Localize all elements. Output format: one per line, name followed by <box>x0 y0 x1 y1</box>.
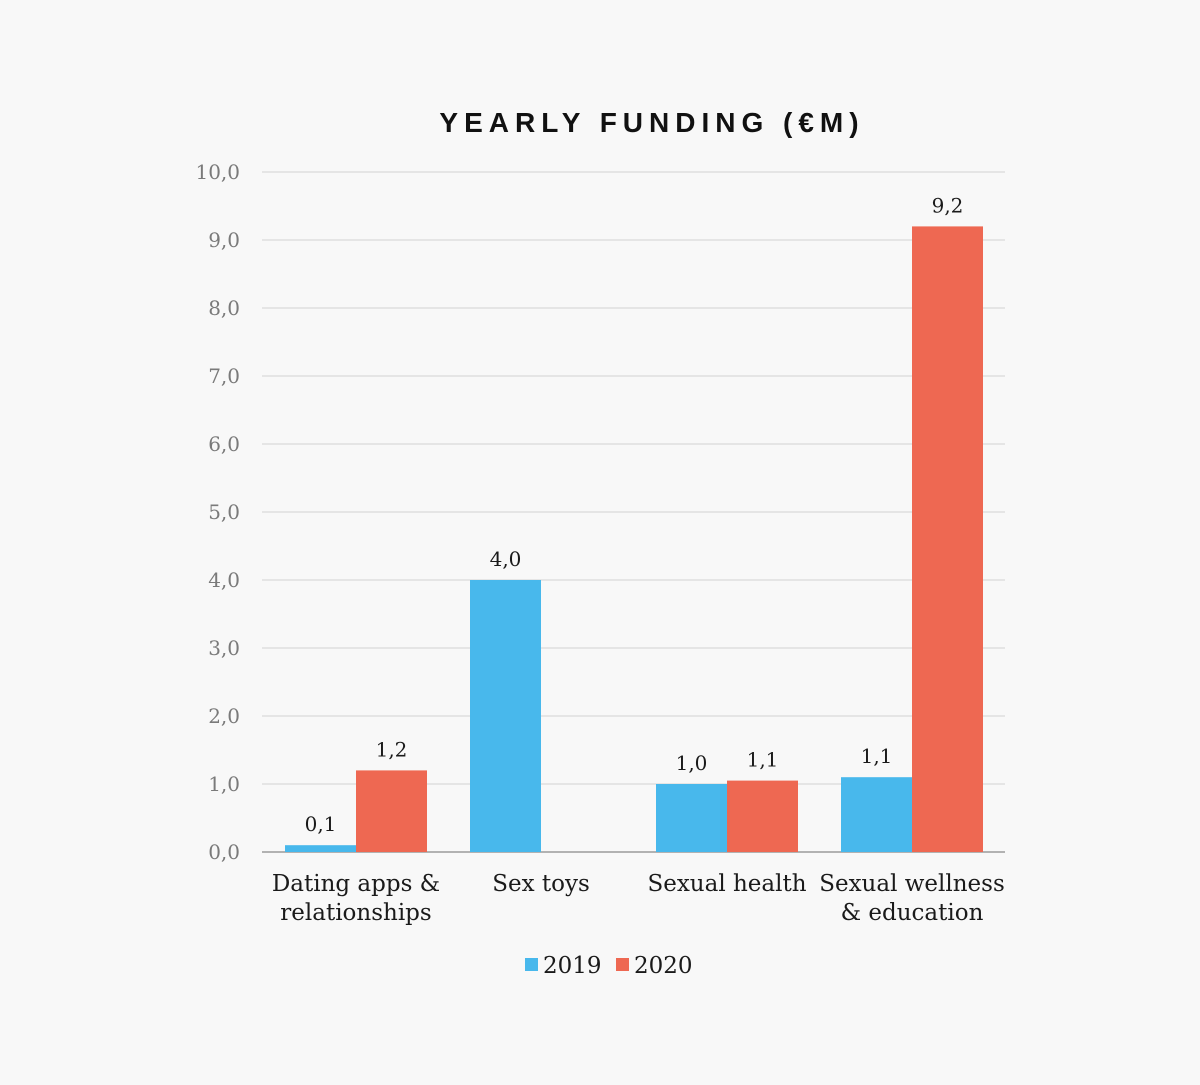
data-labels: 0,1 4,0 1,0 1,1 1,2 1,1 9,2 <box>305 193 964 836</box>
legend-swatch-2020 <box>616 958 629 971</box>
data-label: 1,1 <box>747 748 779 772</box>
bar-2020-3 <box>912 226 983 852</box>
bar-2020-2 <box>727 780 798 852</box>
chart-title: YEARLY FUNDING (€M) <box>439 107 864 138</box>
bar-2020-0 <box>356 770 427 852</box>
data-label: 0,1 <box>305 812 337 836</box>
legend: 2019 2020 <box>525 953 693 979</box>
x-category-label: Sexual wellness & education <box>819 871 1005 926</box>
bar-2019-1 <box>470 580 541 852</box>
y-tick-label: 1,0 <box>208 772 240 796</box>
y-tick-label: 8,0 <box>208 296 240 320</box>
legend-label-2020: 2020 <box>634 953 693 979</box>
bars <box>285 226 983 852</box>
y-tick-label: 10,0 <box>195 160 240 184</box>
x-category-label: Sexual health <box>647 871 806 897</box>
x-category-label: Dating apps & relationships <box>272 871 440 926</box>
y-tick-label: 9,0 <box>208 228 240 252</box>
y-tick-label: 5,0 <box>208 500 240 524</box>
legend-label-2019: 2019 <box>543 953 602 979</box>
data-label: 1,0 <box>676 751 708 775</box>
bar-2019-0 <box>285 845 356 852</box>
data-label: 9,2 <box>932 193 964 217</box>
y-tick-label: 7,0 <box>208 364 240 388</box>
x-axis-categories: Dating apps & relationships Sex toys Sexual… <box>272 871 1005 926</box>
x-category-label: Sex toys <box>492 871 590 897</box>
grid-lines <box>262 171 1005 853</box>
y-tick-label: 6,0 <box>208 432 240 456</box>
y-axis-ticks: 0,0 1,0 2,0 3,0 4,0 5,0 6,0 7,0 8,0 9,0 10,0 <box>195 160 240 864</box>
data-label: 1,2 <box>376 737 408 761</box>
bar-2019-3 <box>841 777 912 852</box>
y-tick-label: 3,0 <box>208 636 240 660</box>
bar-2019-2 <box>656 784 727 852</box>
data-label: 1,1 <box>861 744 893 768</box>
y-tick-label: 0,0 <box>208 840 240 864</box>
y-tick-label: 4,0 <box>208 568 240 592</box>
y-tick-label: 2,0 <box>208 704 240 728</box>
legend-swatch-2019 <box>525 958 538 971</box>
data-label: 4,0 <box>490 547 522 571</box>
